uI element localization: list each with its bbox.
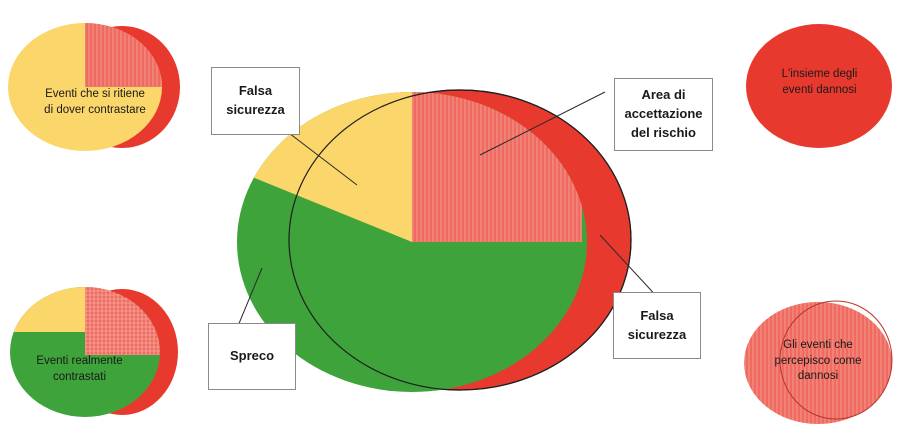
connector-risk-acceptance	[479, 91, 606, 156]
countered-area-yellow	[10, 287, 85, 332]
perceived-harmful-outline	[779, 300, 893, 420]
perceived-harmful-ellipse	[744, 302, 892, 424]
connector-lines	[227, 91, 661, 351]
label-box-false-security-top: Falsa sicurezza	[211, 67, 300, 135]
connector-false-security-bottom	[599, 234, 661, 301]
label-events-to-counter: Eventi che si ritiene di dover contrasta…	[44, 88, 146, 116]
legend-perceived-harmful	[744, 300, 893, 424]
label-box-risk-acceptance: Area di accettazione del rischio	[614, 78, 713, 151]
connector-false-security-top	[284, 129, 358, 186]
harmful-events-outline	[288, 89, 632, 391]
label-perceived-harmful: Gli eventi che percepisco come dannosi	[774, 339, 862, 383]
label-harmful-events: L'insieme degli eventi dannosi	[781, 68, 858, 96]
label-events-countered: Eventi realmente contrastati	[36, 355, 123, 383]
harmful-events-ellipse	[746, 24, 892, 148]
label-box-false-security-bottom: Falsa sicurezza	[613, 292, 701, 359]
legend-harmful-events	[746, 24, 892, 148]
label-box-waste: Spreco	[208, 323, 296, 390]
